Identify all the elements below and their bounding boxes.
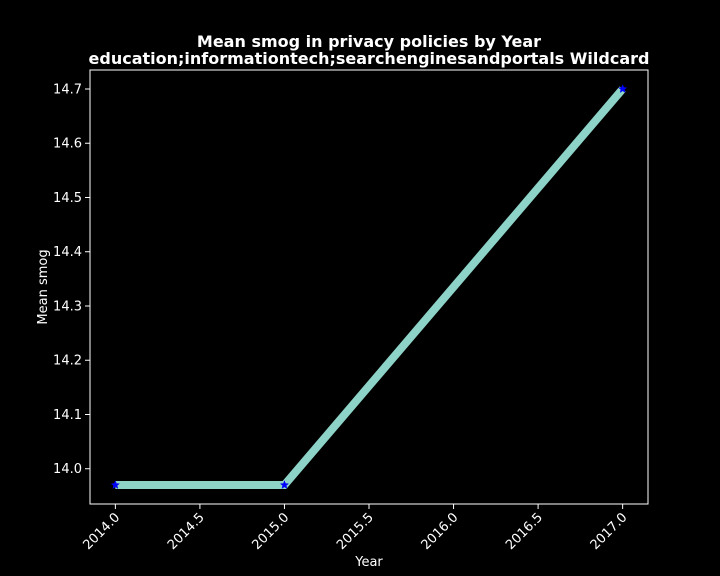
data-point-marker [279, 480, 290, 489]
data-point-marker [617, 84, 628, 93]
y-axis: 14.0 14.1 14.2 14.3 14.4 14.5 14.6 14.7 [53, 82, 90, 477]
series-line [115, 86, 626, 490]
x-tick-label: 2015.5 [334, 510, 377, 553]
x-tick-label: 2016.0 [419, 510, 462, 553]
y-tick-label: 14.0 [53, 462, 82, 477]
x-tick-label: 2014.0 [80, 510, 123, 553]
y-tick-label: 14.6 [53, 137, 82, 152]
y-axis-label: Mean smog [36, 249, 51, 324]
x-axis: 2014.0 2014.5 2015.0 2015.5 2016.0 2016.5 2017… [80, 504, 630, 553]
series-layer [110, 84, 628, 490]
x-tick-label: 2017.0 [588, 510, 631, 553]
chart-subtitle: education;informationtech;searchenginesa… [89, 49, 650, 68]
y-tick-label: 14.7 [53, 82, 82, 97]
y-tick-label: 14.5 [53, 191, 82, 206]
chart-title: Mean smog in privacy policies by Year [197, 32, 541, 51]
x-tick-label: 2015.0 [250, 510, 293, 553]
data-point-marker [110, 480, 121, 489]
y-tick-label: 14.4 [53, 245, 82, 260]
y-tick-label: 14.1 [53, 408, 82, 423]
y-tick-label: 14.3 [53, 299, 82, 314]
x-tick-label: 2014.5 [165, 510, 208, 553]
y-tick-label: 14.2 [53, 354, 82, 369]
x-tick-label: 2016.5 [503, 510, 546, 553]
x-axis-label: Year [354, 555, 383, 570]
plot-area-frame [89, 69, 649, 505]
